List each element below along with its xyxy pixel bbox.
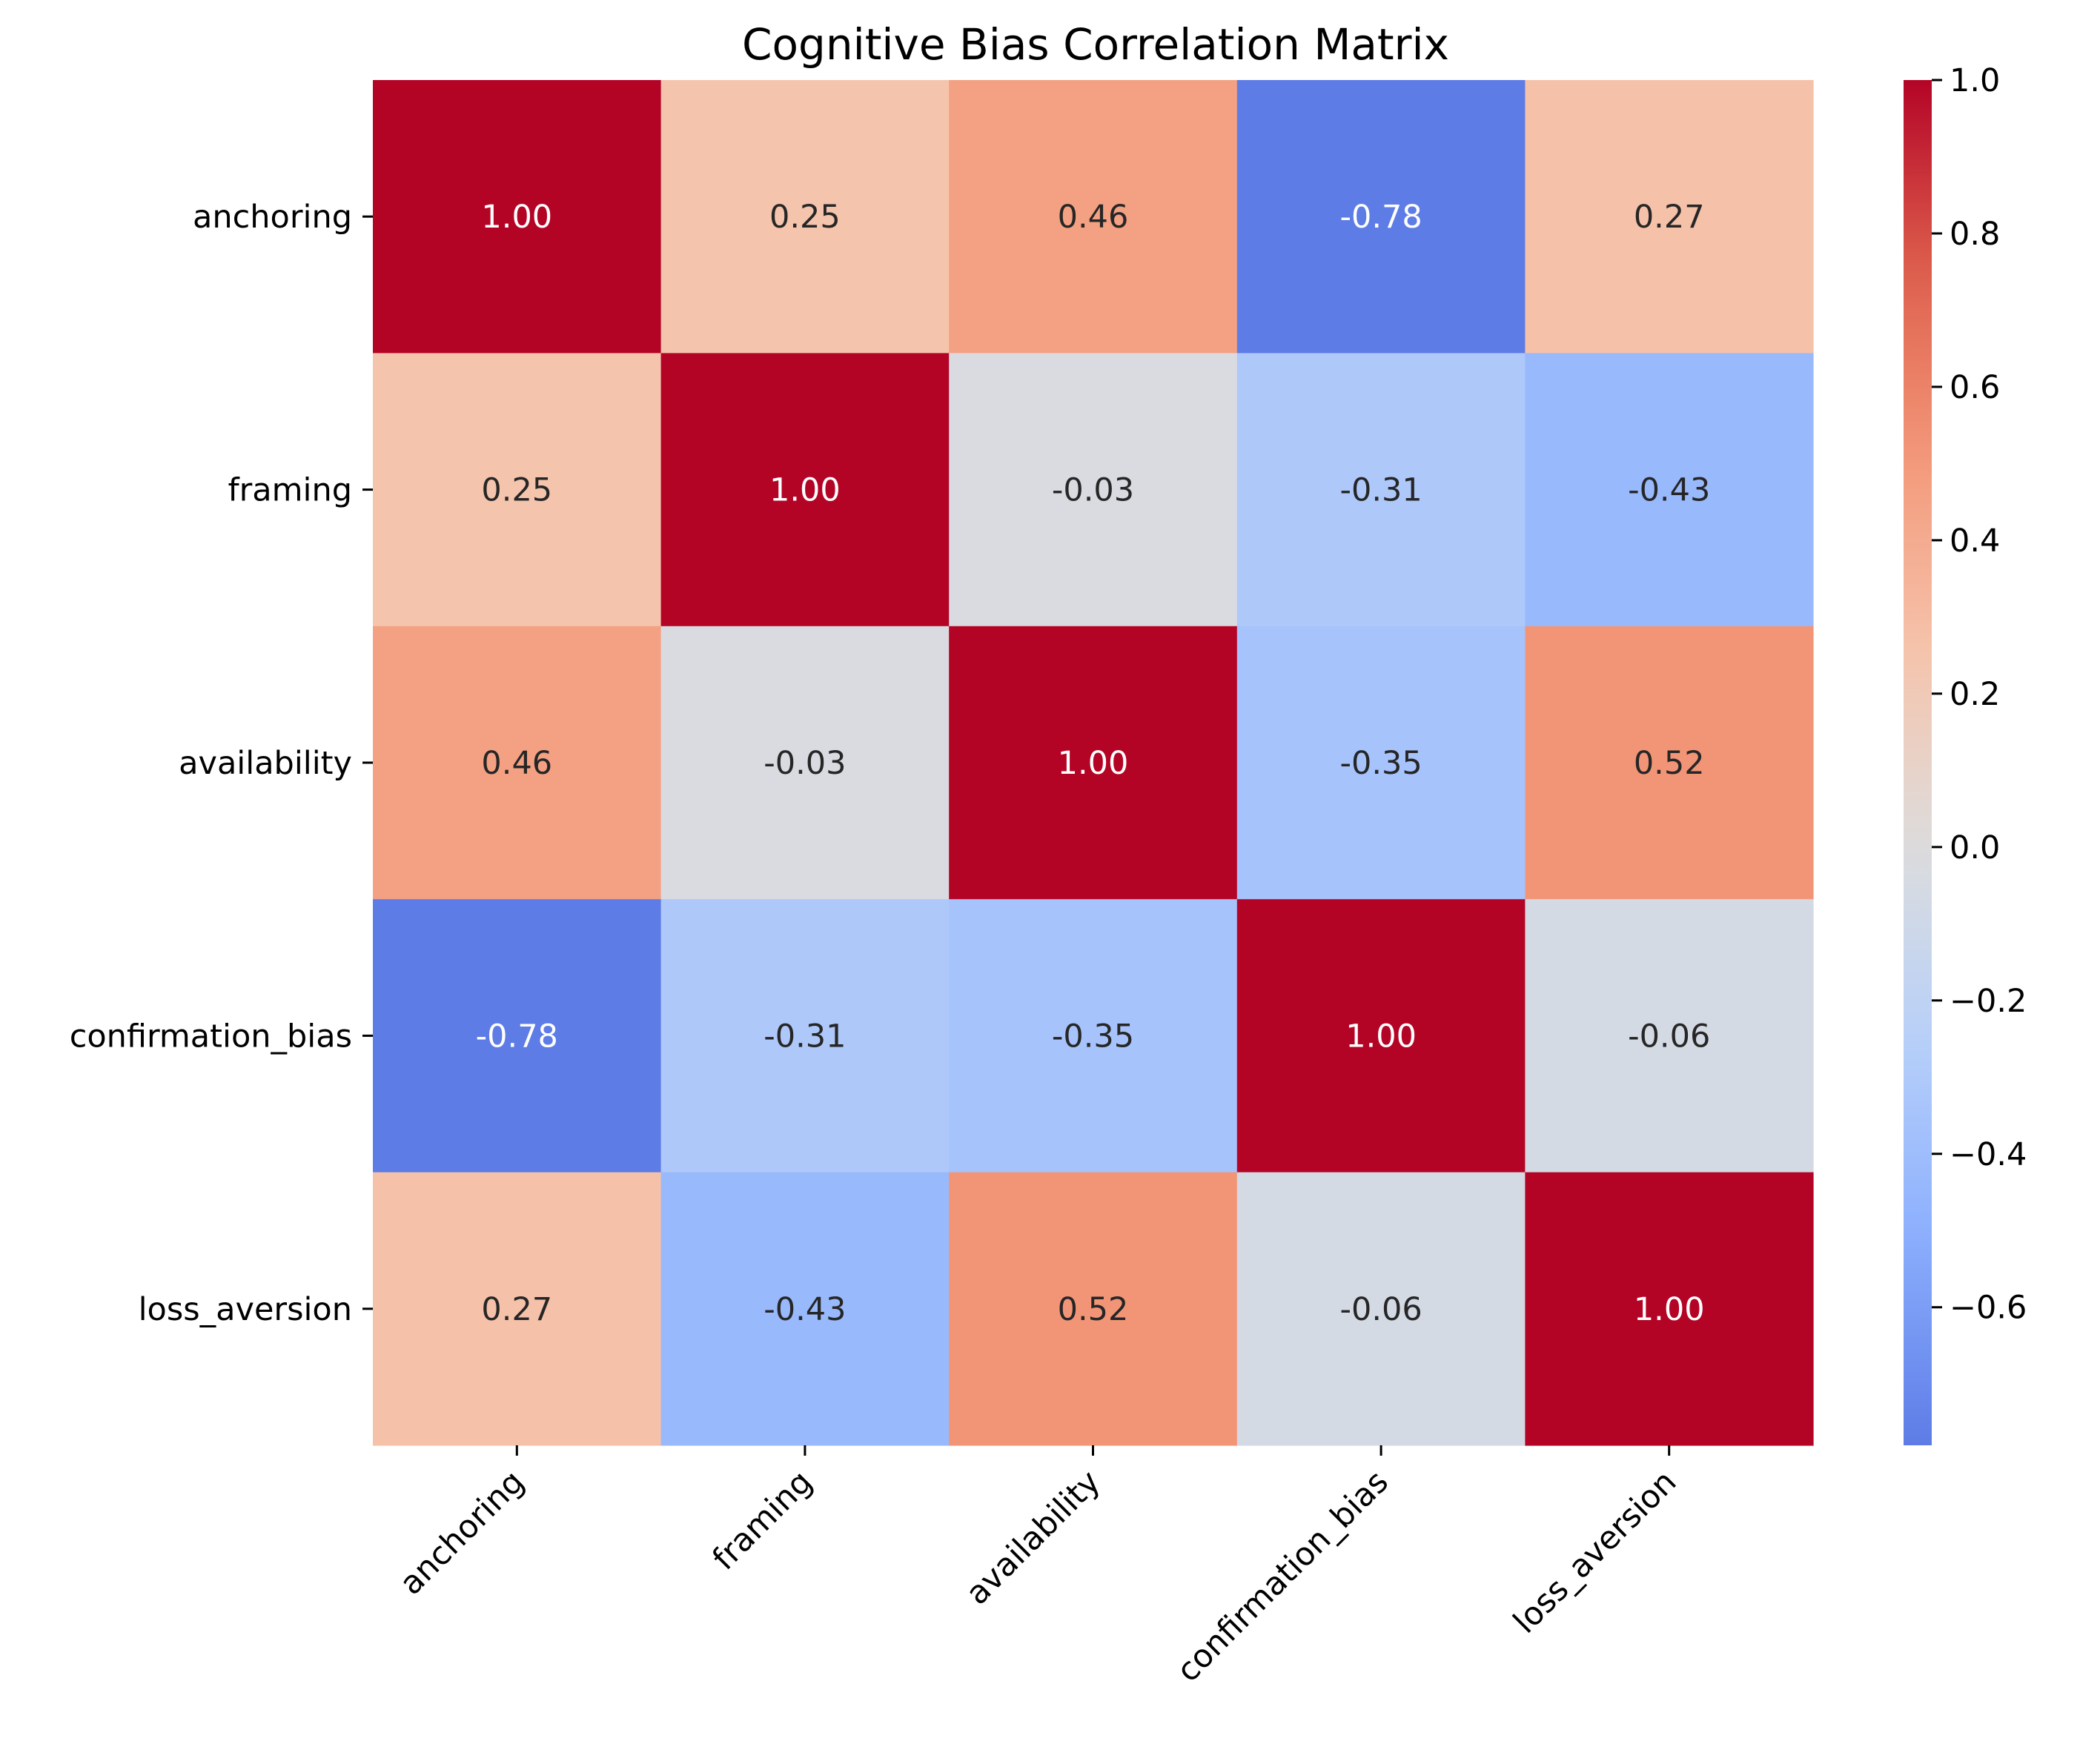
heatmap-cell: [1236, 80, 1526, 354]
cell-value-label: -0.43: [1628, 472, 1710, 509]
x-tick-label: anchoring: [393, 1463, 531, 1602]
chart-title: Cognitive Bias Correlation Matrix: [742, 19, 1449, 70]
colorbar-tick-label: 0.8: [1950, 216, 2000, 253]
cell-value-label: 1.00: [769, 472, 841, 509]
cell-value-label: 1.00: [481, 199, 552, 236]
cell-value-label: -0.78: [476, 1018, 558, 1055]
heatmap-cell: [949, 899, 1238, 1173]
colorbar-tick-label: 0.0: [1950, 829, 2000, 866]
heatmap-cell: [949, 80, 1238, 354]
cell-value-label: -0.31: [764, 1018, 846, 1055]
heatmap-cell: [373, 899, 662, 1173]
heatmap-cell: [949, 353, 1238, 627]
colorbar: 1.0 0.8 0.6 0.4 0.2 0.0 −0.2 −0.4 −0.6: [1904, 62, 2027, 1445]
cell-value-label: -0.43: [764, 1291, 846, 1328]
colorbar-tick-label: −0.4: [1950, 1136, 2027, 1173]
heatmap-cell: [949, 626, 1238, 900]
cell-value-label: -0.35: [1052, 1018, 1134, 1055]
heatmap-cell: [1236, 899, 1526, 1173]
colorbar-tick-label: 1.0: [1950, 62, 2000, 99]
cell-value-label: 0.27: [1634, 199, 1705, 236]
heatmap-cell: [660, 80, 950, 354]
heatmap-cell: [1236, 626, 1526, 900]
cell-value-label: -0.03: [1052, 472, 1134, 509]
heatmap-cell: [660, 1172, 950, 1446]
cell-value-label: 1.00: [1058, 745, 1129, 782]
cell-value-label: 0.25: [481, 472, 552, 509]
heatmap-cell: [1525, 1172, 1814, 1446]
cell-value-label: 0.52: [1634, 745, 1705, 782]
colorbar-tick-label: 0.6: [1950, 369, 2000, 406]
heatmap-cell: [1525, 80, 1814, 354]
colorbar-tick-label: 0.4: [1950, 523, 2000, 560]
cell-value-label: -0.03: [764, 745, 846, 782]
y-tick-label: anchoring: [193, 199, 352, 236]
cell-value-label: 1.00: [1345, 1018, 1417, 1055]
heatmap-cell: [373, 1172, 662, 1446]
cell-value-label: -0.06: [1628, 1018, 1710, 1055]
heatmap-cell: [660, 353, 950, 627]
cell-value-label: -0.35: [1339, 745, 1422, 782]
x-tick-label: confirmation_bias: [1170, 1463, 1396, 1689]
heatmap-cell: [1236, 353, 1526, 627]
colorbar-tick-label: 0.2: [1950, 676, 2000, 713]
cell-value-label: -0.31: [1339, 472, 1422, 509]
cell-value-label: 1.00: [1634, 1291, 1705, 1328]
cell-value-label: 0.46: [481, 745, 552, 782]
heatmap-cell: [373, 80, 662, 354]
heatmap-cells: 1.00 0.25 0.46 -0.78 0.27 0.25 1.00 -0.03 -0.31 -…: [373, 80, 1814, 1446]
colorbar-gradient: [1904, 80, 1932, 1445]
y-tick-label: availability: [179, 745, 352, 782]
heatmap-cell: [1236, 1172, 1526, 1446]
heatmap-cell: [1525, 353, 1814, 627]
heatmap-cell: [373, 626, 662, 900]
heatmap-cell: [949, 1172, 1238, 1446]
colorbar-tick-label: −0.6: [1950, 1290, 2027, 1327]
x-tick-label: loss_aversion: [1506, 1463, 1683, 1640]
cell-value-label: 0.27: [481, 1291, 552, 1328]
heatmap-cell: [1525, 626, 1814, 900]
cell-value-label: 0.25: [769, 199, 841, 236]
y-tick-label: confirmation_bias: [70, 1018, 352, 1055]
x-axis: anchoring framing availability confirmation…: [393, 1445, 1683, 1689]
heatmap-cell: [660, 899, 950, 1173]
cell-value-label: -0.06: [1339, 1291, 1422, 1328]
heatmap-cell: [660, 626, 950, 900]
colorbar-tick-label: −0.2: [1950, 983, 2027, 1020]
y-tick-label: framing: [228, 472, 352, 509]
cell-value-label: 0.46: [1058, 199, 1129, 236]
cell-value-label: -0.78: [1339, 199, 1422, 236]
y-axis: anchoring framing availability confirmation…: [70, 199, 373, 1328]
y-tick-label: loss_aversion: [139, 1291, 352, 1328]
x-tick-label: framing: [706, 1463, 820, 1577]
heatmap-cell: [1525, 899, 1814, 1173]
heatmap-cell: [373, 353, 662, 627]
cell-value-label: 0.52: [1058, 1291, 1129, 1328]
x-tick-label: availability: [959, 1463, 1108, 1612]
